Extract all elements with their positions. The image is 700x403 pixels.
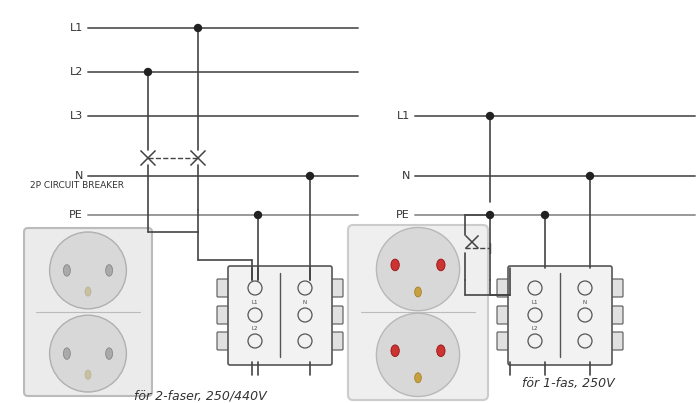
Circle shape: [195, 25, 202, 31]
Ellipse shape: [106, 265, 113, 276]
Circle shape: [486, 112, 493, 120]
Circle shape: [50, 232, 127, 309]
Text: N: N: [75, 171, 83, 181]
Ellipse shape: [437, 345, 445, 357]
Text: för 1-fas, 250V: för 1-fas, 250V: [522, 376, 615, 390]
Ellipse shape: [64, 348, 70, 359]
Text: L3: L3: [70, 111, 83, 121]
Text: N: N: [402, 171, 410, 181]
Ellipse shape: [437, 259, 445, 271]
Text: L2: L2: [532, 326, 538, 330]
Circle shape: [486, 212, 493, 218]
FancyBboxPatch shape: [497, 279, 511, 297]
FancyBboxPatch shape: [508, 266, 612, 365]
Circle shape: [144, 69, 151, 75]
Ellipse shape: [85, 287, 91, 296]
Text: L1: L1: [70, 23, 83, 33]
FancyBboxPatch shape: [217, 279, 231, 297]
Text: L2: L2: [69, 67, 83, 77]
FancyBboxPatch shape: [609, 279, 623, 297]
FancyBboxPatch shape: [497, 306, 511, 324]
Circle shape: [255, 212, 262, 218]
Text: PE: PE: [69, 210, 83, 220]
Text: 2P CIRCUIT BREAKER: 2P CIRCUIT BREAKER: [30, 181, 124, 189]
Ellipse shape: [414, 373, 421, 383]
Circle shape: [587, 172, 594, 179]
Ellipse shape: [85, 370, 91, 379]
FancyBboxPatch shape: [609, 306, 623, 324]
Text: N: N: [303, 299, 307, 305]
FancyBboxPatch shape: [228, 266, 332, 365]
FancyBboxPatch shape: [609, 332, 623, 350]
Text: N: N: [583, 299, 587, 305]
Ellipse shape: [414, 287, 421, 297]
Ellipse shape: [391, 259, 399, 271]
Ellipse shape: [391, 345, 399, 357]
Ellipse shape: [64, 265, 70, 276]
FancyBboxPatch shape: [24, 228, 152, 396]
Circle shape: [377, 313, 460, 397]
Text: L2: L2: [252, 326, 258, 330]
Text: för 2-faser, 250/440V: för 2-faser, 250/440V: [134, 390, 266, 403]
Ellipse shape: [106, 348, 113, 359]
FancyBboxPatch shape: [329, 332, 343, 350]
FancyBboxPatch shape: [348, 225, 488, 400]
Text: L1: L1: [532, 299, 538, 305]
FancyBboxPatch shape: [217, 332, 231, 350]
FancyBboxPatch shape: [329, 306, 343, 324]
FancyBboxPatch shape: [329, 279, 343, 297]
Circle shape: [542, 212, 549, 218]
Text: L1: L1: [397, 111, 410, 121]
Text: L1: L1: [252, 299, 258, 305]
Circle shape: [377, 228, 460, 311]
Text: PE: PE: [396, 210, 410, 220]
FancyBboxPatch shape: [497, 332, 511, 350]
Circle shape: [307, 172, 314, 179]
FancyBboxPatch shape: [217, 306, 231, 324]
Circle shape: [50, 315, 127, 392]
